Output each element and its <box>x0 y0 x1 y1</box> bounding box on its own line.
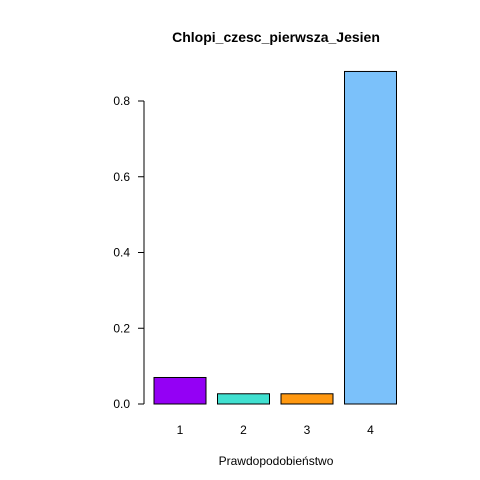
x-tick-labels: 1 2 3 4 <box>177 423 375 437</box>
y-tick-label: 0.8 <box>113 94 130 108</box>
y-tick-label: 0.4 <box>113 246 130 260</box>
y-axis: 0.0 0.2 0.4 0.6 0.8 <box>113 94 145 411</box>
bar-1 <box>153 376 207 405</box>
bar-3 <box>280 393 334 405</box>
bar-2 <box>217 393 270 405</box>
x-tick-label: 2 <box>240 423 247 437</box>
y-tick-label: 0.2 <box>113 321 130 335</box>
x-tick-label: 3 <box>304 423 311 437</box>
y-tick-label: 0.0 <box>113 397 130 411</box>
y-tick-label: 0.6 <box>113 170 130 184</box>
x-tick-label: 1 <box>177 423 184 437</box>
x-axis-label: Prawdopodobieństwo <box>219 454 334 468</box>
bar-4 <box>344 70 397 405</box>
chart-title: Chlopi_czesc_pierwsza_Jesien <box>172 29 380 45</box>
bars <box>153 70 397 405</box>
x-tick-label: 4 <box>367 423 374 437</box>
